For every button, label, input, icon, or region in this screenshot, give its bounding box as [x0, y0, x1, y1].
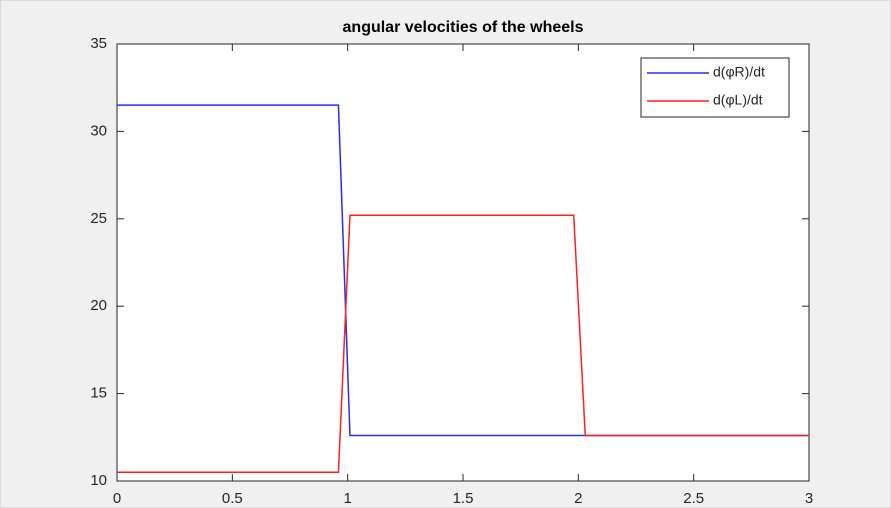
legend-label: d(φL)/dt: [713, 92, 763, 108]
x-tick-label: 3: [805, 490, 813, 507]
y-tick-label: 10: [90, 472, 107, 489]
legend: d(φR)/dt d(φL)/dt: [640, 57, 790, 118]
line-series: [117, 214, 809, 474]
x-tick-label: 1.5: [453, 490, 474, 507]
y-tick-label: 25: [90, 210, 107, 227]
legend-box: [640, 57, 790, 118]
line-series: [117, 104, 809, 437]
x-tick-label: 2: [574, 490, 582, 507]
x-tick-label: 2.5: [683, 490, 704, 507]
x-tick-label: 1: [343, 490, 351, 507]
y-tick-label: 20: [90, 297, 107, 314]
x-tick-label: 0.5: [222, 490, 243, 507]
y-tick-label: 35: [90, 35, 107, 52]
legend-label: d(φR)/dt: [713, 64, 765, 80]
axes-box: [116, 43, 810, 482]
y-tick-label: 15: [90, 385, 107, 402]
chart-title: angular velocities of the wheels: [343, 19, 584, 36]
y-tick-label: 30: [90, 122, 107, 139]
x-tick-label: 0: [113, 490, 121, 507]
